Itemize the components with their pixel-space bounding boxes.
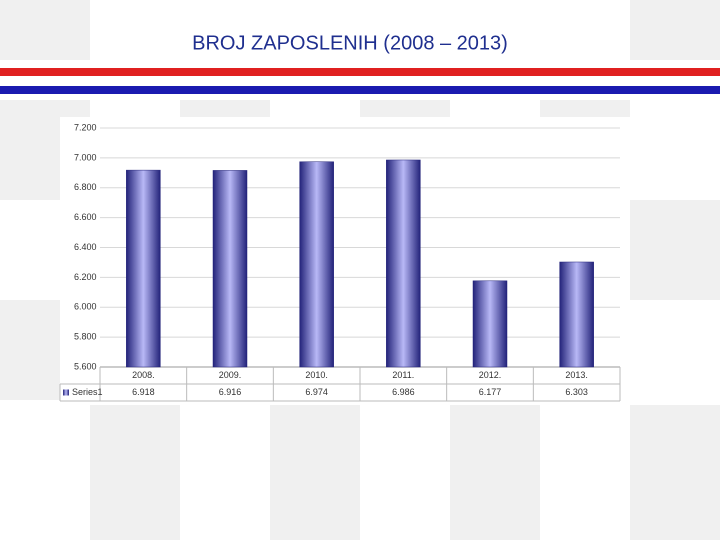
chart-title: BROJ ZAPOSLENIH (2008 – 2013) <box>192 32 508 54</box>
plot: 5.600 5.800 6.000 6.200 6.400 6.600 6.800 7.000… <box>59 122 621 402</box>
data-table-value: 6.974 <box>305 387 328 397</box>
x-tick-label: 2012. <box>479 370 502 380</box>
blue-stripe <box>0 86 720 94</box>
legend-key <box>63 389 69 396</box>
bar <box>299 161 334 368</box>
x-tick-label: 2013. <box>565 370 588 380</box>
x-tick-label: 2008. <box>132 370 155 380</box>
data-table-value: 6.177 <box>479 387 502 397</box>
bar <box>559 261 594 368</box>
y-tick-label: 6.400 <box>74 242 97 252</box>
y-tick-label: 7.000 <box>74 152 97 162</box>
data-table-value: 6.918 <box>132 387 155 397</box>
x-tick-label: 2010. <box>305 370 328 380</box>
x-tick-label: 2011. <box>392 370 414 380</box>
y-tick-label: 6.800 <box>74 182 97 192</box>
bar <box>212 170 248 368</box>
data-table-value: 6.916 <box>219 387 242 397</box>
data-table-value: 6.303 <box>565 387 588 397</box>
y-tick-label: 6.600 <box>74 212 97 222</box>
y-tick-label: 5.800 <box>74 332 97 342</box>
y-tick-label: 6.200 <box>74 272 97 282</box>
data-table-value: 6.986 <box>392 387 415 397</box>
legend-label: Series1 <box>72 387 103 397</box>
y-tick-label: 6.000 <box>74 302 97 312</box>
y-tick-label: 5.600 <box>74 361 97 371</box>
bar <box>126 169 161 368</box>
bar <box>472 280 508 368</box>
y-tick-label: 7.200 <box>74 122 97 132</box>
red-stripe <box>0 68 720 76</box>
x-tick-label: 2009. <box>219 370 242 380</box>
bar <box>386 159 421 368</box>
